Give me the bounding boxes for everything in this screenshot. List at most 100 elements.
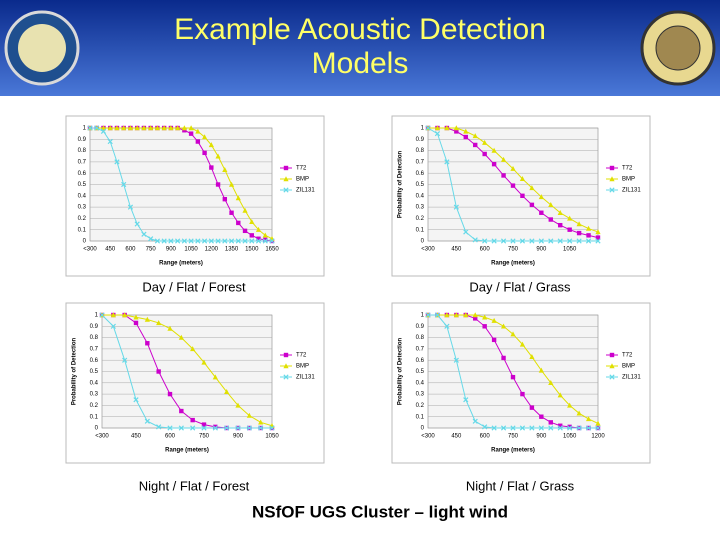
legend-label: BMP	[296, 177, 309, 183]
marker	[500, 425, 507, 431]
marker	[263, 237, 268, 243]
x-tick-label: 900	[536, 247, 547, 253]
y-axis-label: Probability of Detection	[398, 150, 404, 218]
marker	[242, 228, 248, 234]
legend-label: BMP	[296, 364, 309, 370]
marker	[215, 238, 221, 244]
y-tick-label: 0.7	[416, 346, 425, 352]
legend-label: ZIL131	[622, 375, 641, 381]
x-tick-label: 600	[480, 247, 491, 253]
marker	[558, 423, 563, 428]
marker	[201, 425, 207, 431]
marker	[269, 425, 275, 431]
marker	[212, 425, 218, 431]
marker	[202, 150, 207, 156]
marker	[567, 227, 572, 232]
y-tick-label: 0	[421, 426, 425, 432]
marker	[425, 312, 431, 318]
marker	[242, 238, 248, 244]
x-tick-label: 1500	[245, 247, 259, 253]
marker	[482, 314, 488, 320]
marker	[548, 420, 553, 425]
marker	[114, 125, 120, 131]
y-tick-label: 1	[421, 313, 425, 319]
marker	[235, 425, 241, 431]
marker	[235, 195, 241, 201]
marker	[510, 183, 516, 188]
x-axis-label: Range (meters)	[165, 448, 209, 454]
marker	[258, 419, 264, 425]
marker	[491, 317, 497, 323]
legend-label: T72	[296, 166, 307, 172]
marker	[249, 233, 254, 238]
x-tick-label: 750	[508, 247, 519, 253]
marker	[567, 424, 572, 430]
y-tick-label: 0.3	[78, 205, 87, 211]
marker	[179, 408, 184, 414]
marker	[595, 235, 601, 240]
y-tick-label: 0	[95, 426, 99, 432]
marker	[190, 346, 196, 352]
marker	[567, 215, 573, 221]
marker	[222, 167, 228, 173]
marker	[229, 210, 234, 215]
marker	[182, 128, 187, 133]
legend-marker	[609, 165, 615, 171]
x-tick-label: 1050	[265, 434, 279, 440]
marker	[595, 238, 601, 244]
x-tick-label: <300	[421, 434, 435, 440]
legend-label: BMP	[622, 364, 635, 370]
marker	[94, 125, 100, 131]
marker	[519, 176, 526, 182]
marker	[195, 238, 201, 244]
x-tick-label: 1350	[225, 247, 239, 253]
legend-label: BMP	[622, 177, 635, 183]
legend-marker	[609, 187, 615, 193]
x-tick-label: 750	[508, 434, 519, 440]
marker	[453, 357, 459, 363]
y-tick-label: 0.2	[78, 216, 87, 222]
legend-marker	[609, 176, 615, 182]
marker	[434, 125, 441, 131]
marker	[453, 312, 459, 318]
x-tick-label: 1050	[184, 247, 198, 253]
y-tick-label: 0.9	[416, 324, 425, 330]
marker	[127, 204, 134, 210]
marker	[262, 232, 268, 238]
y-tick-label: 0.3	[416, 205, 425, 211]
marker	[538, 367, 544, 373]
marker	[567, 238, 573, 244]
marker	[425, 125, 431, 131]
marker	[181, 238, 187, 244]
marker	[255, 226, 262, 232]
marker	[235, 238, 241, 244]
marker	[178, 334, 184, 340]
y-tick-label: 0.8	[416, 148, 425, 154]
marker	[482, 424, 488, 430]
marker	[463, 397, 469, 403]
slide-footer: NSfOF UGS Cluster – light wind	[252, 502, 508, 521]
marker	[529, 354, 535, 360]
marker	[209, 165, 214, 170]
marker	[201, 422, 207, 427]
x-tick-label: 1200	[205, 247, 219, 253]
y-tick-label: 0.2	[90, 403, 99, 409]
marker	[222, 196, 228, 202]
y-tick-label: 0.8	[90, 335, 99, 341]
x-tick-label: 900	[536, 434, 547, 440]
x-tick-label: 900	[166, 247, 177, 253]
chart-caption: Night / Flat / Grass	[466, 478, 575, 493]
marker	[249, 238, 255, 244]
x-tick-label: 600	[125, 247, 136, 253]
marker	[215, 182, 221, 187]
marker	[567, 425, 573, 431]
legend-label: T72	[622, 353, 633, 359]
x-tick-label: 450	[131, 434, 142, 440]
marker	[548, 238, 554, 244]
marker	[133, 314, 139, 320]
marker	[444, 125, 450, 131]
legend-label: ZIL131	[296, 375, 315, 381]
marker	[529, 202, 535, 208]
marker	[167, 425, 173, 431]
